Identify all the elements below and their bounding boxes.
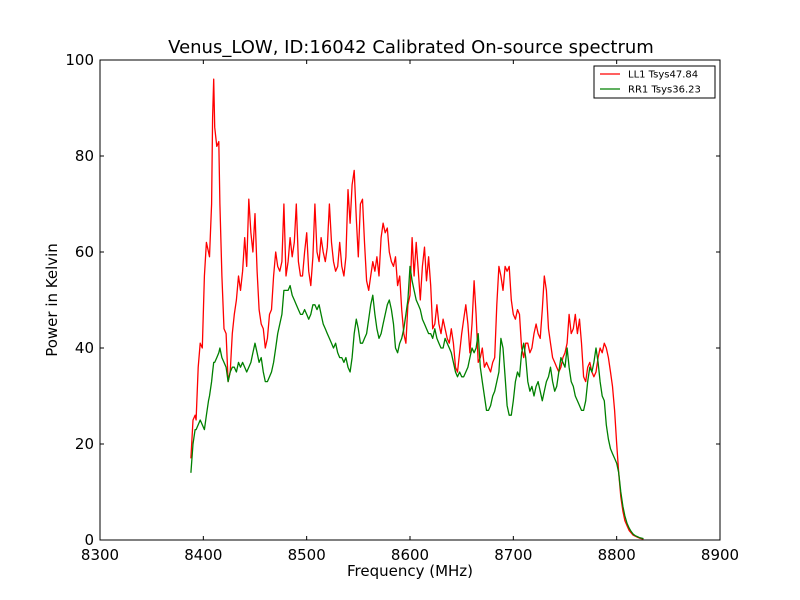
series-line-rr1 bbox=[190, 265, 644, 540]
x-tick-label: 8400 bbox=[184, 546, 222, 564]
y-tick-label: 20 bbox=[75, 435, 94, 453]
y-tick-label: 0 bbox=[84, 531, 94, 549]
chart-title: Venus_LOW, ID:16042 Calibrated On-source… bbox=[168, 37, 654, 58]
x-tick-label: 8800 bbox=[598, 546, 636, 564]
y-tick-label: 80 bbox=[75, 147, 94, 165]
y-axis-label: Power in Kelvin bbox=[43, 243, 61, 357]
x-axis-label: Frequency (MHz) bbox=[347, 562, 473, 580]
series-line-ll1 bbox=[190, 78, 644, 540]
x-tick-label: 8300 bbox=[81, 546, 119, 564]
y-tick-label: 40 bbox=[75, 339, 94, 357]
legend-label-rr1: RR1 Tsys36.23 bbox=[628, 85, 701, 96]
series-layer bbox=[190, 78, 644, 540]
legend-label-ll1: LL1 Tsys47.84 bbox=[628, 70, 698, 81]
y-axis: 0 20 40 60 80 100 bbox=[65, 51, 720, 549]
x-tick-label: 8500 bbox=[288, 546, 326, 564]
legend-box bbox=[593, 65, 716, 99]
y-tick-label: 100 bbox=[65, 51, 94, 69]
x-tick-label: 8700 bbox=[494, 546, 532, 564]
y-tick-label: 60 bbox=[75, 243, 94, 261]
legend: LL1 Tsys47.84 RR1 Tsys36.23 bbox=[593, 65, 716, 99]
x-axis: 8300 8400 8500 8600 8700 8800 8900 bbox=[81, 60, 739, 564]
x-tick-label: 8600 bbox=[391, 546, 429, 564]
x-tick-label: 8900 bbox=[701, 546, 739, 564]
plot-frame bbox=[99, 59, 721, 541]
